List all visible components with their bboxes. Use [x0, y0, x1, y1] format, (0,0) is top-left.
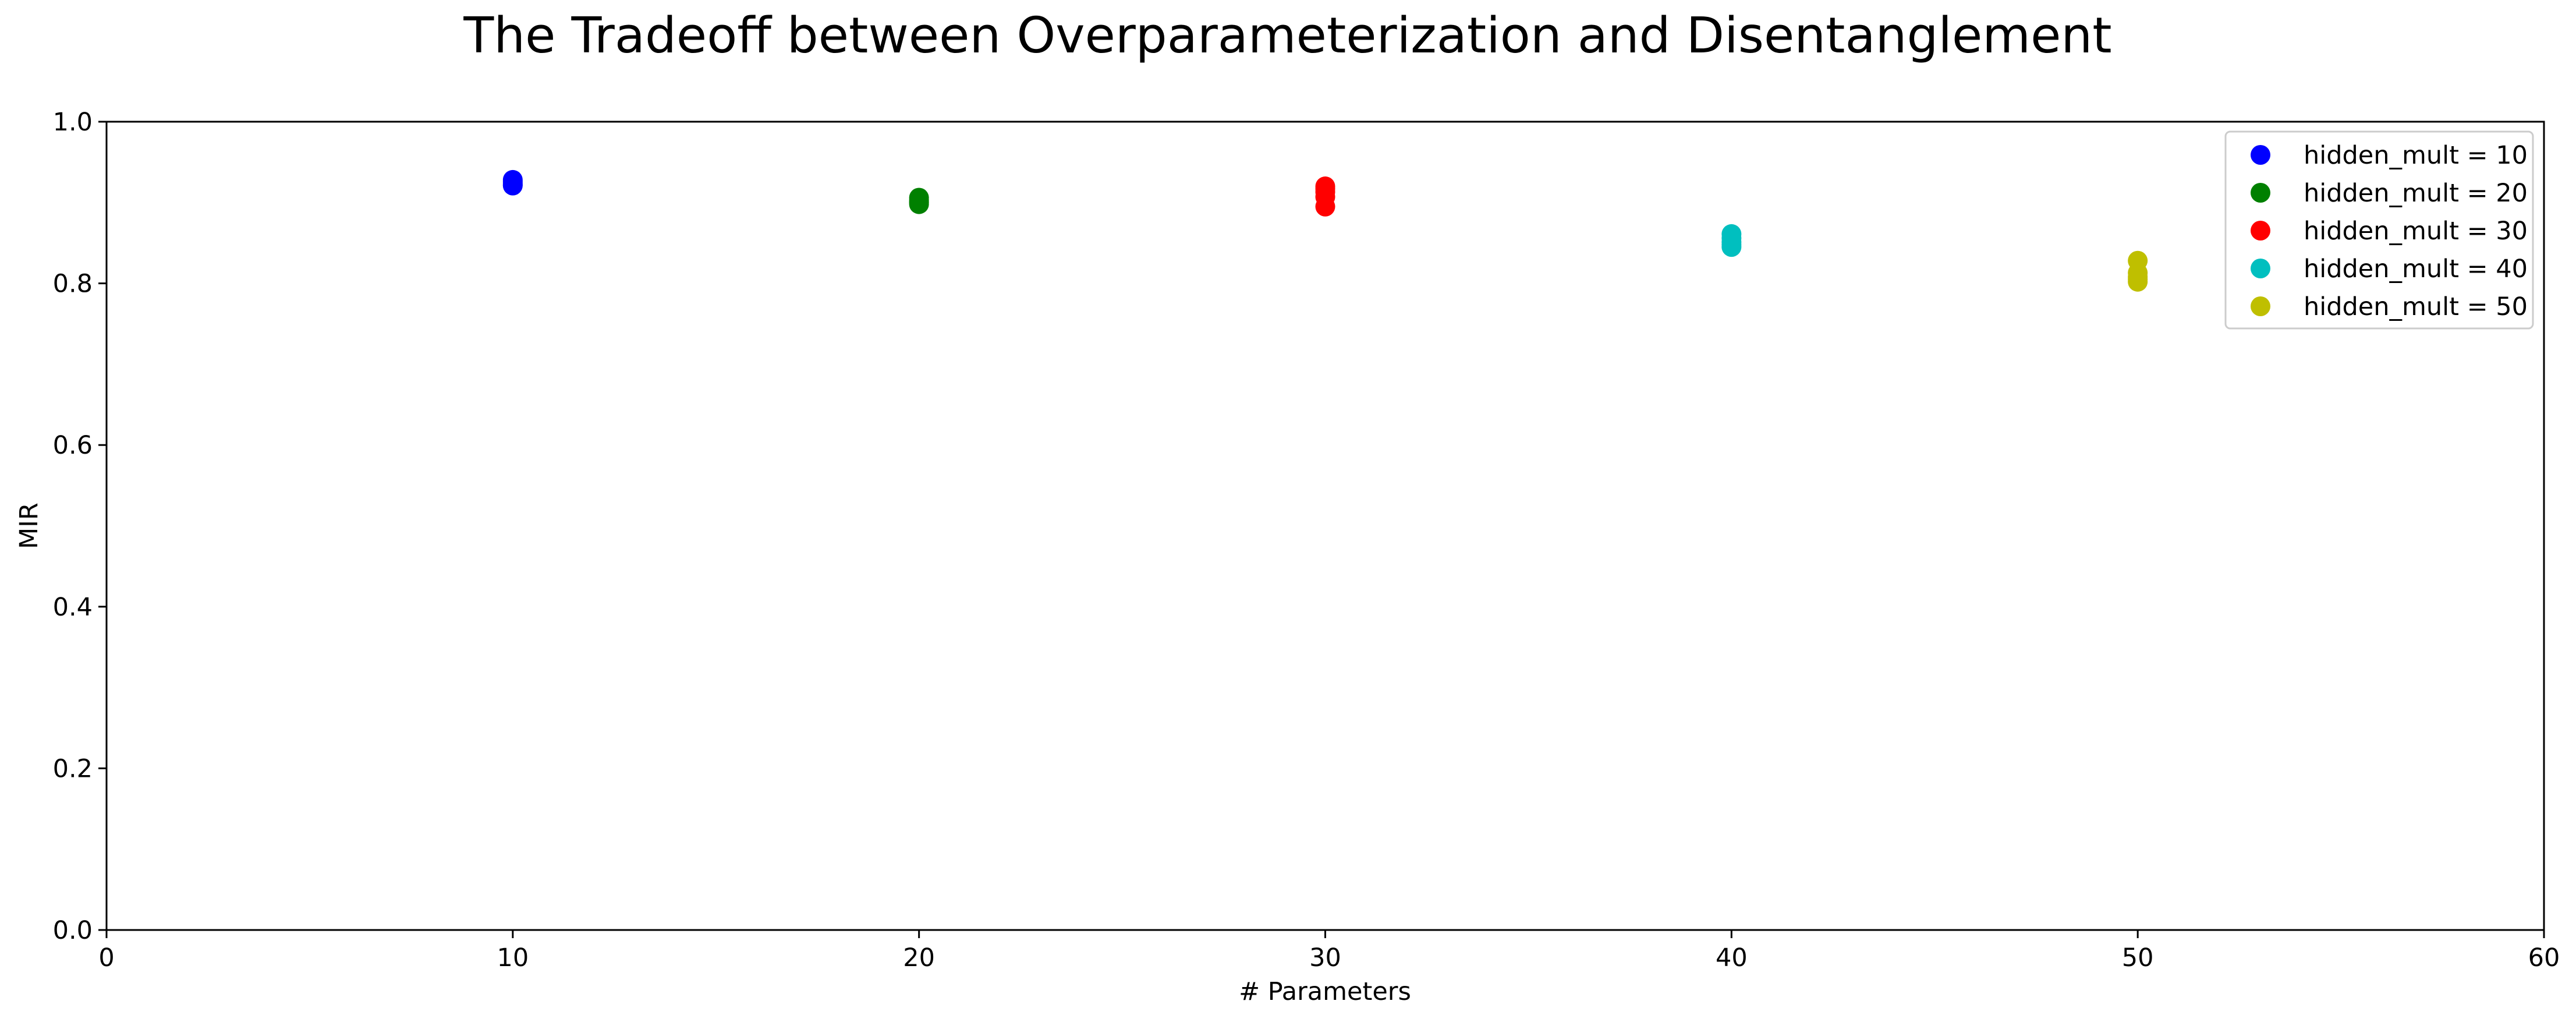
data-point — [2128, 250, 2148, 271]
x-tick-label: 0 — [98, 943, 114, 973]
x-tick-label: 40 — [1716, 943, 1748, 973]
y-tick-label: 1.0 — [53, 108, 93, 137]
data-point — [1721, 234, 1742, 254]
y-tick-label: 0.6 — [53, 431, 93, 460]
x-tick-label: 60 — [2528, 943, 2560, 973]
y-axis-label: MIR — [15, 503, 44, 549]
x-tick-label: 10 — [497, 943, 529, 973]
legend-label: hidden_mult = 20 — [2304, 179, 2528, 208]
legend-marker — [2251, 145, 2270, 165]
y-axis-ticks: 0.0 0.2 0.4 0.6 0.8 1.0 — [53, 108, 107, 945]
x-axis-label: # Parameters — [1239, 977, 1411, 1006]
legend: hidden_mult = 10 hidden_mult = 20 hidden_m… — [2224, 130, 2534, 330]
data-point — [2128, 269, 2148, 289]
y-tick-label: 0.0 — [53, 916, 93, 945]
data-point — [1315, 179, 1335, 199]
y-tick-label: 0.2 — [53, 754, 93, 783]
y-tick-label: 0.8 — [53, 270, 93, 299]
data-point — [909, 192, 929, 213]
legend-marker — [2251, 259, 2270, 278]
legend-marker — [2251, 221, 2270, 241]
x-tick-label: 50 — [2122, 943, 2154, 973]
y-tick-label: 0.4 — [53, 593, 93, 622]
legend-label: hidden_mult = 40 — [2304, 254, 2528, 284]
legend-label: hidden_mult = 50 — [2304, 292, 2528, 321]
legend-label: hidden_mult = 30 — [2304, 217, 2528, 246]
data-points — [502, 169, 2148, 292]
x-axis-ticks: 0 10 20 30 40 50 60 — [98, 930, 2560, 973]
x-tick-label: 30 — [1309, 943, 1341, 973]
plot-background — [107, 122, 2544, 930]
legend-frame — [2224, 130, 2534, 330]
legend-label: hidden_mult = 10 — [2304, 141, 2528, 170]
legend-items: hidden_mult = 10 hidden_mult = 20 hidden_m… — [2251, 141, 2528, 321]
plot-area — [105, 121, 2545, 931]
legend-marker — [2251, 296, 2270, 316]
legend-marker — [2251, 183, 2270, 203]
chart-title: The Tradeoff between Overparameterizatio… — [463, 7, 2111, 65]
data-point — [502, 175, 523, 195]
x-tick-label: 20 — [903, 943, 935, 973]
